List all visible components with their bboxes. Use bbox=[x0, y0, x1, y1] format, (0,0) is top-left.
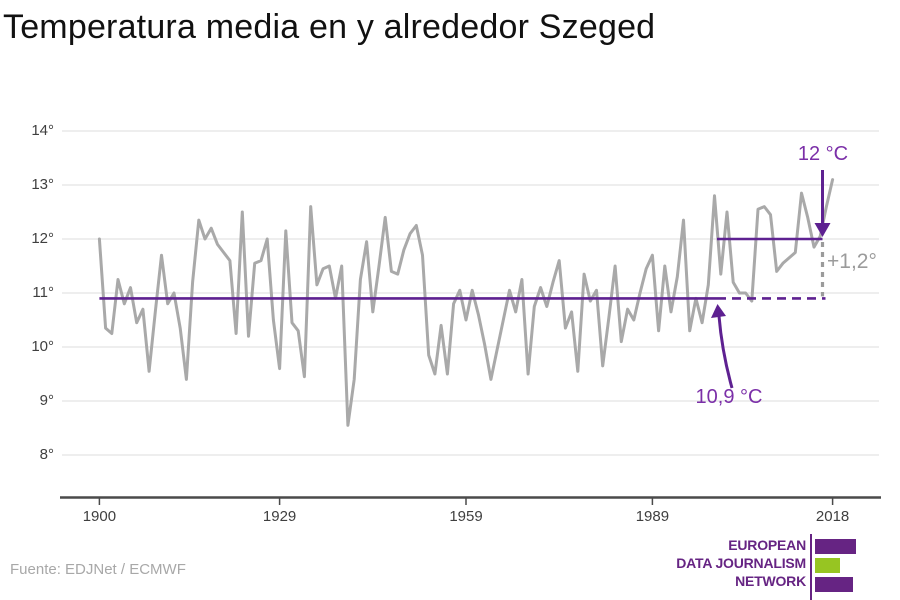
source-caption: Fuente: EDJNet / ECMWF bbox=[10, 561, 186, 578]
y-tick-label: 14° bbox=[31, 122, 54, 139]
logo-bar-top bbox=[815, 539, 856, 554]
logo-divider bbox=[810, 534, 812, 600]
mean-baselines bbox=[99, 237, 826, 300]
edjnet-logo-text: EUROPEAN DATA JOURNALISM NETWORK bbox=[676, 536, 806, 590]
x-tick-label: 1959 bbox=[449, 508, 483, 525]
x-tick-label: 1929 bbox=[262, 508, 297, 525]
logo-bar-bottom bbox=[815, 577, 853, 592]
logo-line-2: DATA JOURNALISM bbox=[676, 555, 806, 571]
y-tick-label: 8° bbox=[39, 446, 54, 463]
y-tick-label: 13° bbox=[31, 176, 54, 193]
logo-line-1: EUROPEAN bbox=[728, 537, 806, 553]
chart-title: Temperatura media en y alrededor Szeged bbox=[3, 8, 656, 46]
y-tick-label: 9° bbox=[39, 392, 54, 409]
logo-bars-icon bbox=[815, 539, 856, 597]
annotation-baseline-mean: 10,9 °C bbox=[695, 386, 763, 408]
edjnet-logo: EUROPEAN DATA JOURNALISM NETWORK bbox=[636, 534, 856, 600]
logo-bar-middle bbox=[815, 558, 840, 573]
arrow-down-icon bbox=[814, 170, 831, 237]
annotation-delta: +1,2° bbox=[827, 250, 877, 273]
x-tick-label: 1989 bbox=[635, 508, 670, 525]
x-axis bbox=[60, 496, 881, 505]
x-tick-label: 2018 bbox=[815, 508, 850, 525]
logo-line-3: NETWORK bbox=[735, 573, 806, 589]
x-tick-label: 1900 bbox=[82, 508, 117, 525]
temperature-line bbox=[97, 178, 835, 427]
annotation-recent-mean: 12 °C bbox=[797, 143, 849, 165]
y-tick-label: 10° bbox=[31, 338, 54, 355]
arrow-up-icon bbox=[711, 304, 734, 389]
y-tick-label: 12° bbox=[31, 230, 54, 247]
y-tick-label: 11° bbox=[32, 284, 54, 301]
